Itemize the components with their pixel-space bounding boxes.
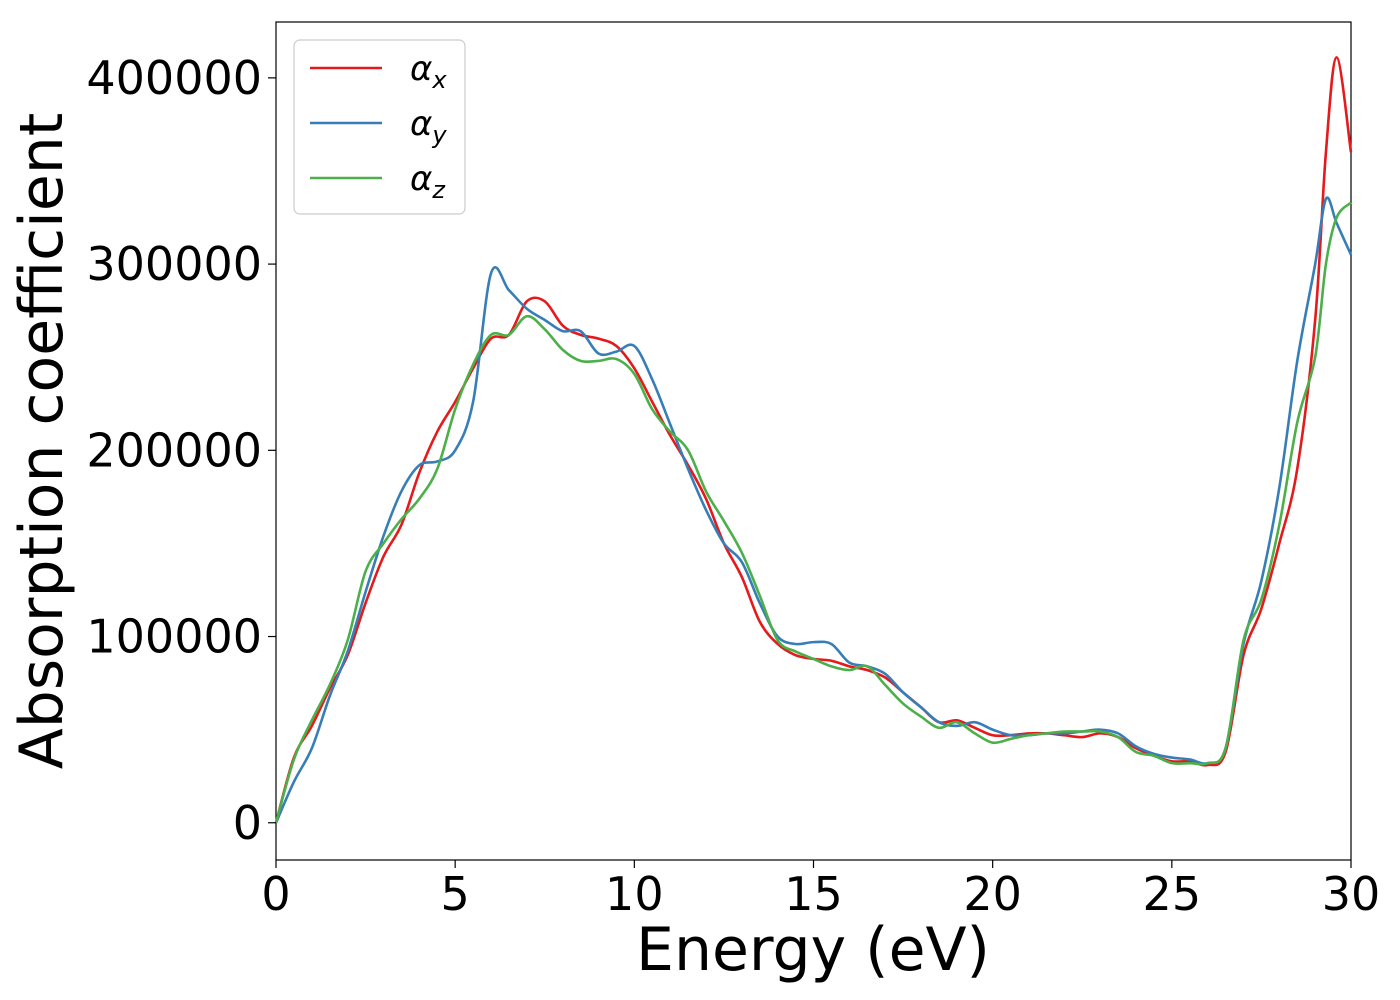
series-layer <box>274 56 1353 824</box>
x-tick-label: 15 <box>784 867 843 921</box>
y-tick-label: 100000 <box>86 610 262 664</box>
legend-label-x: αx <box>410 49 447 94</box>
x-tick-label: 30 <box>1322 867 1381 921</box>
x-axis-title: Energy (eV) <box>636 915 990 985</box>
legend-label-y: αy <box>410 104 447 149</box>
x-tick-label: 0 <box>261 867 290 921</box>
y-axis: 0 100000 200000 300000 400000 <box>86 51 276 850</box>
y-tick-label: 400000 <box>86 51 262 105</box>
y-tick-label: 0 <box>233 796 262 850</box>
legend-box <box>293 39 466 215</box>
legend-label-z: αz <box>410 159 446 204</box>
series-line-z <box>274 201 1352 824</box>
y-tick-label: 300000 <box>86 237 262 291</box>
x-tick-label: 20 <box>963 867 1022 921</box>
x-tick-label: 5 <box>441 867 470 921</box>
legend: αx αy αz <box>293 39 466 215</box>
y-axis-title: Absorption coefficient <box>7 113 77 770</box>
x-axis: 0 5 10 15 20 25 30 <box>261 860 1380 921</box>
y-tick-label: 200000 <box>86 423 262 477</box>
x-tick-label: 10 <box>605 867 664 921</box>
x-tick-label: 25 <box>1143 867 1202 921</box>
